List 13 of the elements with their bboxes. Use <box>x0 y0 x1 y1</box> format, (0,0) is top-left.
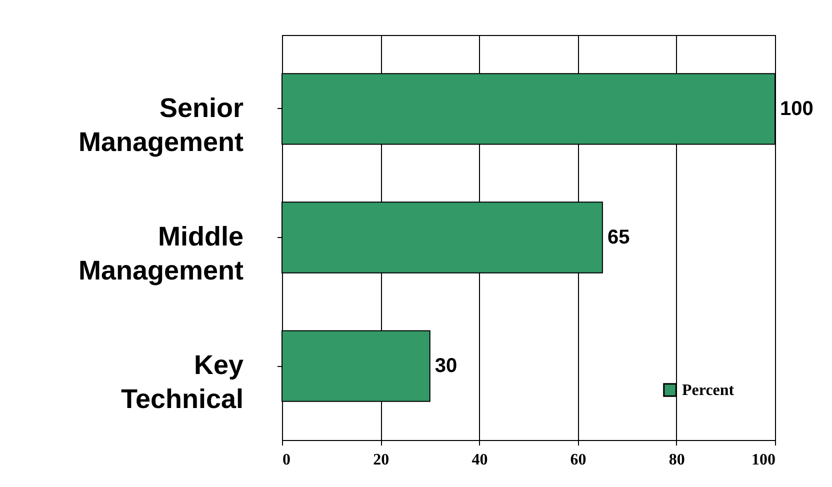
x-tick-label: 0 <box>282 452 290 468</box>
x-tick-label: 40 <box>472 452 488 468</box>
x-tick-label: 20 <box>373 452 390 468</box>
y-tick-label: Senior Management <box>78 92 244 157</box>
y-tick-label: Key Technical <box>120 350 244 414</box>
x-tick-label: 60 <box>570 452 586 468</box>
x-tick-label: 100 <box>752 452 776 468</box>
x-tick-label: 80 <box>668 452 685 468</box>
data-label: 100 <box>780 98 814 120</box>
legend-label: Percent <box>682 382 735 399</box>
y-tick-label: Middle Management <box>78 222 244 286</box>
data-label: 30 <box>434 355 458 378</box>
data-label: 65 <box>607 226 630 248</box>
